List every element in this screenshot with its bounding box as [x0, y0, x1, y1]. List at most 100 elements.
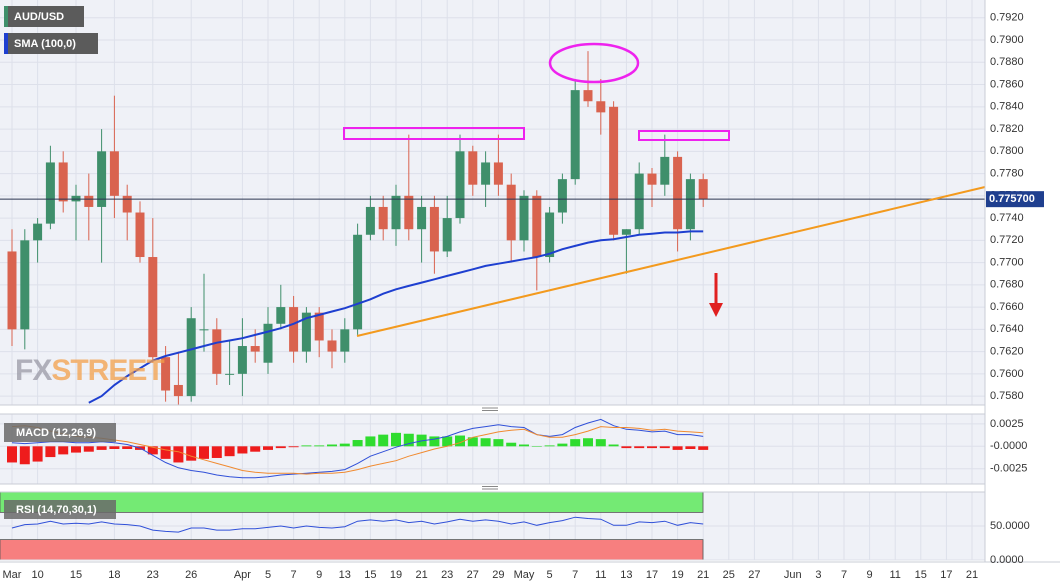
histogram-bar: [672, 446, 683, 450]
y-tick-label: 0.7640: [990, 323, 1024, 335]
candle-body: [289, 307, 299, 352]
resistance-box: [343, 127, 525, 140]
candle-body: [660, 156, 670, 185]
candle-body: [340, 329, 350, 352]
histogram-bar: [455, 435, 465, 447]
candle-body: [442, 218, 452, 252]
histogram-bar: [506, 442, 517, 447]
histogram-bar: [391, 432, 401, 447]
histogram-bar: [403, 433, 414, 447]
candle-body: [45, 162, 55, 224]
y-tick-label: 0.7780: [990, 167, 1024, 179]
histogram-bar: [493, 439, 504, 447]
legend-box: [4, 6, 84, 27]
candle-body: [609, 106, 619, 235]
candle-body: [148, 257, 158, 358]
candle-body: [365, 206, 375, 235]
x-tick-label: Apr: [234, 569, 251, 581]
histogram-bar: [659, 446, 670, 449]
x-tick-label: 21: [415, 569, 427, 581]
histogram-bar: [83, 446, 94, 452]
candle-body: [301, 312, 311, 352]
histogram-bar: [365, 436, 376, 447]
x-tick-label: 11: [595, 569, 606, 581]
x-tick-label: 13: [620, 569, 632, 581]
y-tick-label: 0.7740: [990, 212, 1024, 224]
y-tick-label: 0.7700: [990, 256, 1024, 268]
x-tick-label: 19: [671, 569, 683, 581]
histogram-bar: [531, 446, 542, 447]
histogram-bar: [160, 446, 171, 459]
histogram-bar: [32, 446, 43, 462]
histogram-bar: [250, 446, 261, 452]
x-tick-label: 5: [547, 569, 553, 581]
histogram-bar: [429, 436, 440, 447]
y-tick-label: 0.7620: [990, 345, 1024, 357]
resize-handle[interactable]: [482, 486, 498, 490]
candle-body: [7, 251, 17, 330]
candle-body: [71, 195, 81, 202]
candle-body: [250, 346, 260, 352]
histogram-bar: [288, 446, 299, 448]
candle-body: [109, 151, 119, 196]
resize-handle[interactable]: [482, 407, 498, 411]
zone: [0, 539, 704, 561]
candle-body: [173, 384, 183, 397]
candle-body: [570, 90, 580, 180]
candle-body: [276, 307, 286, 324]
histogram-bar: [339, 443, 350, 447]
legend-box: [4, 423, 116, 442]
histogram-bar: [122, 446, 133, 449]
x-tick-label: 21: [697, 569, 709, 581]
x-tick-label: 13: [339, 569, 351, 581]
y-tick-label: -0.0025: [990, 463, 1027, 475]
x-tick-label: 15: [915, 569, 927, 581]
x-tick-label: 18: [108, 569, 120, 581]
histogram-bar: [442, 436, 453, 447]
histogram-bar: [199, 446, 209, 459]
x-tick-label: 17: [940, 569, 952, 581]
candle-body: [161, 357, 171, 391]
x-tick-label: 7: [572, 569, 578, 581]
histogram-bar: [237, 446, 248, 454]
histogram-bar: [7, 446, 17, 463]
histogram-bar: [621, 446, 632, 449]
x-tick-label: 11: [889, 569, 900, 581]
candle-body: [353, 234, 363, 330]
candle-body: [532, 195, 542, 258]
histogram-bar: [263, 446, 273, 450]
candle-body: [135, 212, 145, 258]
histogram-bar: [173, 446, 184, 463]
histogram-bar: [352, 440, 363, 447]
candle-body: [417, 206, 427, 230]
trendline: [356, 186, 986, 337]
x-tick-label: 9: [867, 569, 873, 581]
histogram-bar: [327, 444, 337, 447]
last-price-box: [986, 191, 1044, 208]
candle-body: [404, 195, 414, 230]
histogram-bar: [186, 446, 197, 461]
line-series: [11, 418, 704, 479]
histogram-bar: [275, 446, 286, 449]
histogram-bar: [634, 446, 645, 449]
candle-body: [685, 179, 695, 230]
candle-body: [545, 212, 555, 258]
histogram-bar: [557, 443, 568, 447]
candle-body: [455, 151, 465, 219]
y-tick-label: 0.7820: [990, 123, 1024, 135]
x-tick-label: 17: [646, 569, 658, 581]
histogram-bar: [608, 444, 619, 447]
x-tick-label: 15: [70, 569, 82, 581]
y-tick-label: 0.7720: [990, 234, 1024, 246]
y-tick-label: 0.7840: [990, 101, 1024, 113]
x-tick-label: 9: [316, 569, 322, 581]
candle-body: [263, 323, 273, 363]
histogram-bar: [45, 446, 56, 458]
candle-body: [186, 318, 196, 397]
price-panel: [0, 0, 985, 405]
candle-body: [621, 229, 631, 235]
line-series: [11, 425, 704, 475]
histogram-bar: [19, 446, 30, 465]
y-tick-label: 0.7800: [990, 145, 1024, 157]
